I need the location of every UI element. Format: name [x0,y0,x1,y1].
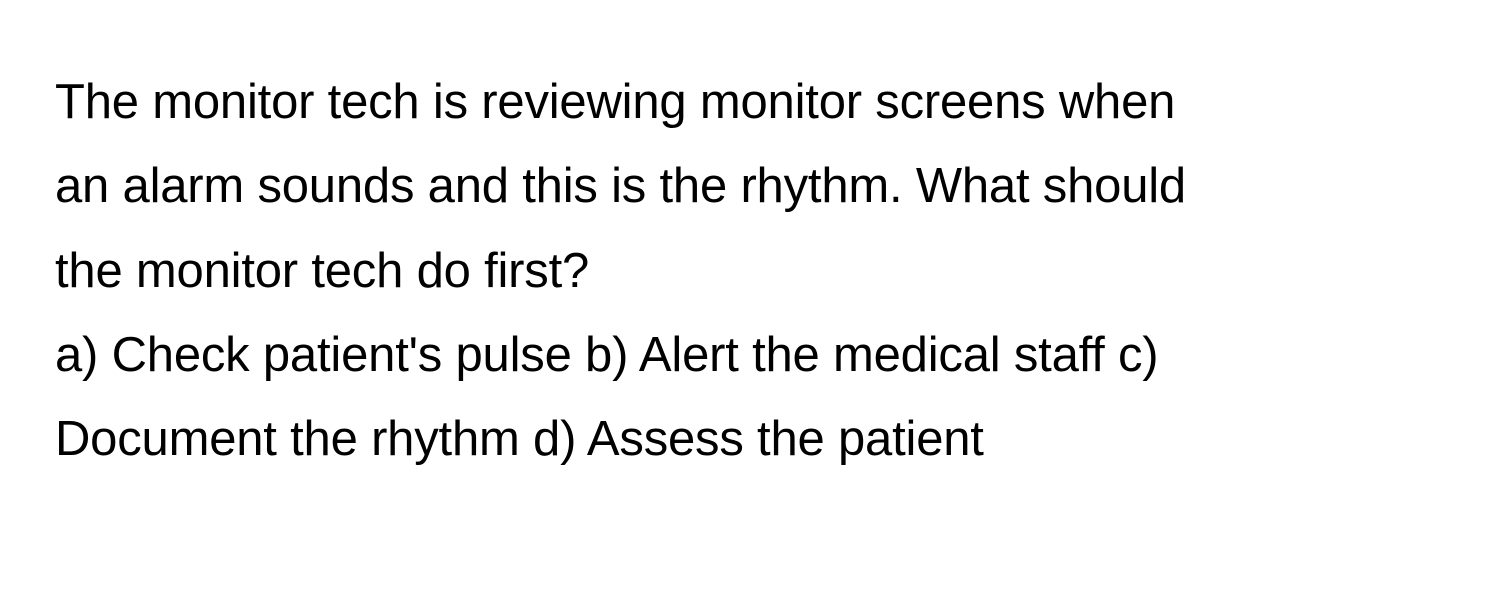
question-prompt-line-1: The monitor tech is reviewing monitor sc… [55,75,1175,129]
question-prompt-line-2: an alarm sounds and this is the rhythm. … [55,159,1186,213]
question-options-line-1: a) Check patient's pulse b) Alert the me… [55,328,1158,382]
question-prompt-line-3: the monitor tech do first? [55,244,589,298]
question-text-block: The monitor tech is reviewing monitor sc… [55,60,1445,481]
question-options-line-2: Document the rhythm d) Assess the patien… [55,412,984,466]
question-container: The monitor tech is reviewing monitor sc… [55,60,1445,481]
